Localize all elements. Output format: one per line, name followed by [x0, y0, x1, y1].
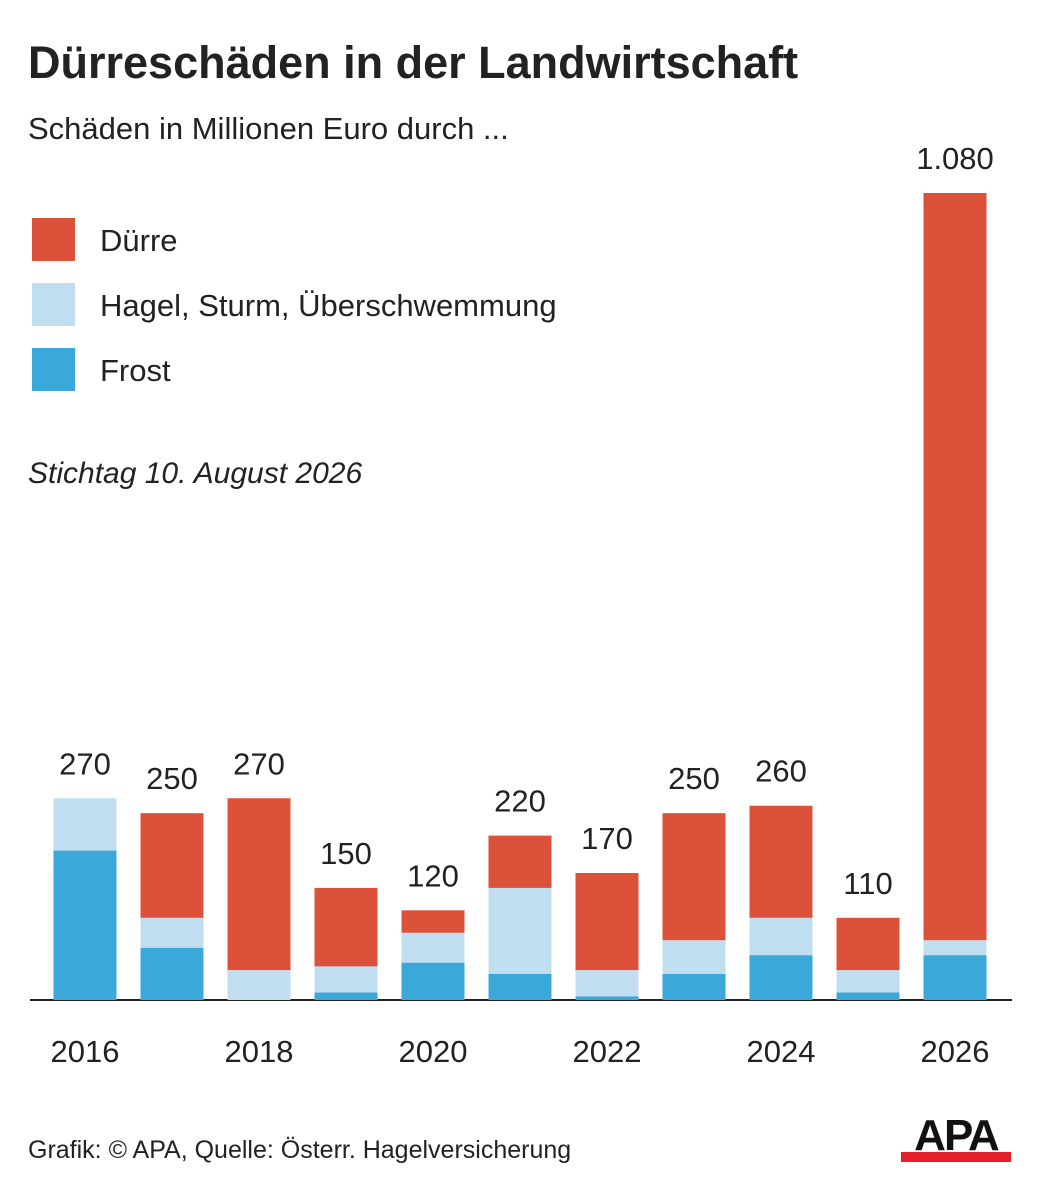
total-label: 170 — [581, 821, 633, 856]
logo: APA — [901, 1111, 1011, 1162]
bar-segment — [575, 872, 639, 971]
bar-segment — [314, 887, 378, 967]
total-label: 220 — [494, 784, 546, 819]
bar-segment — [662, 973, 726, 1000]
legend-label: Frost — [100, 353, 171, 388]
x-tick-label: 2022 — [573, 1034, 642, 1069]
bar-segment — [401, 962, 465, 1000]
legend-label: Dürre — [100, 223, 178, 258]
bar-segment — [836, 970, 900, 993]
bar-segment — [923, 193, 987, 941]
bar-segment — [488, 973, 552, 1000]
bar-segment — [227, 970, 291, 1000]
total-label: 270 — [233, 746, 285, 781]
bar-segment — [749, 805, 813, 918]
logo-text: APA — [914, 1111, 999, 1160]
bar-segment — [140, 813, 204, 918]
legend-label: Hagel, Sturm, Überschwemmung — [100, 288, 557, 323]
bar-segment — [53, 850, 117, 1000]
bar-segment — [575, 970, 639, 997]
bar-segment — [662, 940, 726, 974]
total-label: 250 — [146, 761, 198, 796]
total-label: 270 — [59, 746, 111, 781]
x-tick-label: 2026 — [921, 1034, 990, 1069]
total-label: 110 — [843, 866, 892, 901]
chart-title: Dürreschäden in der Landwirtschaft — [28, 37, 798, 88]
bar-segment — [749, 917, 813, 956]
total-label: 250 — [668, 761, 720, 796]
chart-subtitle: Schäden in Millionen Euro durch ... — [28, 111, 509, 146]
annotation: Stichtag 10. August 2026 — [28, 457, 362, 490]
legend-swatch — [32, 348, 75, 391]
total-label: 260 — [755, 754, 807, 789]
bar-segment — [140, 917, 204, 948]
bar-segment — [836, 917, 900, 971]
bar-segment — [53, 798, 117, 851]
x-tick-label: 2018 — [225, 1034, 294, 1069]
legend-swatch — [32, 283, 75, 326]
bar-segment — [401, 910, 465, 933]
bar-segment — [575, 996, 639, 1000]
source: Grafik: © APA, Quelle: Österr. Hagelvers… — [28, 1136, 571, 1164]
bar-segment — [488, 887, 552, 974]
bar-segment — [923, 955, 987, 1000]
total-label: 150 — [320, 836, 372, 871]
x-tick-label: 2024 — [747, 1034, 816, 1069]
total-label: 120 — [407, 858, 459, 893]
total-label: 1.080 — [916, 141, 994, 176]
bar-segment — [140, 947, 204, 1000]
bar-segment — [401, 932, 465, 963]
bar-segment — [314, 992, 378, 1000]
bar-segment — [314, 966, 378, 993]
x-tick-label: 2016 — [51, 1034, 120, 1069]
bar-segment — [662, 813, 726, 941]
legend-swatch — [32, 218, 75, 261]
bar-segment — [749, 955, 813, 1000]
bar-segment — [923, 940, 987, 956]
logo-bar — [901, 1152, 1011, 1162]
bar-segment — [836, 992, 900, 1000]
bar-segment — [488, 835, 552, 888]
bar-segment — [227, 798, 291, 971]
x-tick-label: 2020 — [399, 1034, 468, 1069]
